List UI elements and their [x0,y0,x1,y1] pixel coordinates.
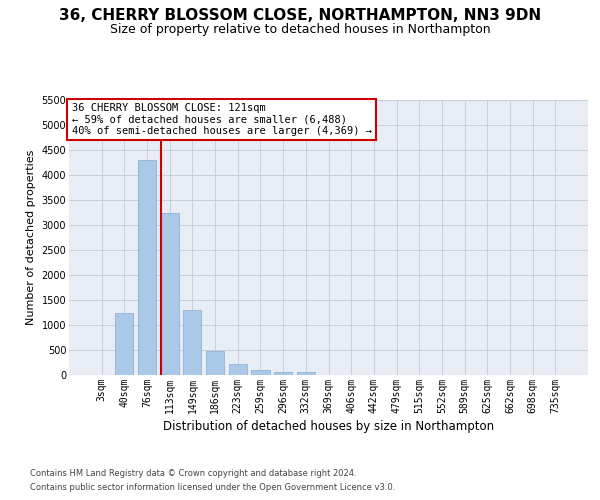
Bar [206,351,224,375]
Bar [138,160,156,375]
X-axis label: Distribution of detached houses by size in Northampton: Distribution of detached houses by size … [163,420,494,433]
Bar [274,372,292,375]
Bar [184,310,202,375]
Text: 36, CHERRY BLOSSOM CLOSE, NORTHAMPTON, NN3 9DN: 36, CHERRY BLOSSOM CLOSE, NORTHAMPTON, N… [59,8,541,22]
Text: 36 CHERRY BLOSSOM CLOSE: 121sqm
← 59% of detached houses are smaller (6,488)
40%: 36 CHERRY BLOSSOM CLOSE: 121sqm ← 59% of… [71,103,371,136]
Bar [161,212,179,375]
Bar [115,312,133,375]
Bar [251,370,269,375]
Bar [229,364,247,375]
Text: Contains public sector information licensed under the Open Government Licence v3: Contains public sector information licen… [30,484,395,492]
Text: Size of property relative to detached houses in Northampton: Size of property relative to detached ho… [110,22,490,36]
Bar [297,372,315,375]
Y-axis label: Number of detached properties: Number of detached properties [26,150,36,325]
Text: Contains HM Land Registry data © Crown copyright and database right 2024.: Contains HM Land Registry data © Crown c… [30,468,356,477]
